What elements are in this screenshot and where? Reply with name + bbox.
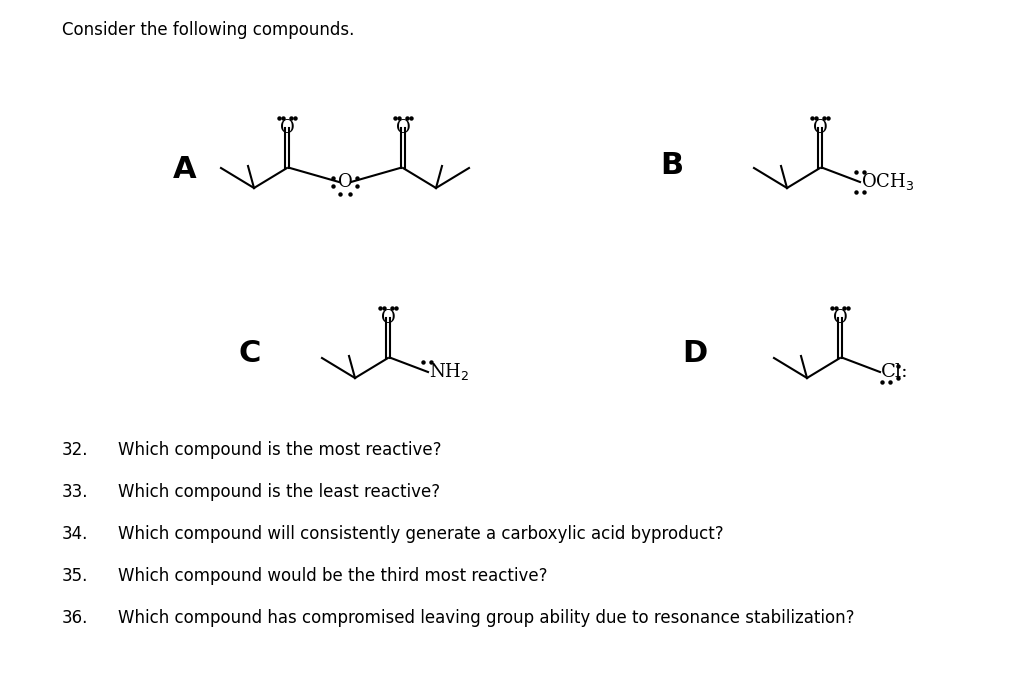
Text: 36.: 36. (62, 609, 88, 627)
Text: 35.: 35. (62, 567, 88, 585)
Text: Which compound has compromised leaving group ability due to resonance stabilizat: Which compound has compromised leaving g… (118, 609, 854, 627)
Text: O: O (338, 173, 352, 191)
Text: C: C (239, 338, 261, 367)
Text: O: O (395, 119, 411, 137)
Text: D: D (682, 338, 708, 367)
Text: Cl:: Cl: (881, 363, 908, 381)
Text: Which compound is the least reactive?: Which compound is the least reactive? (118, 483, 440, 501)
Text: O: O (833, 309, 848, 327)
Text: Which compound is the most reactive?: Which compound is the most reactive? (118, 441, 441, 459)
Text: B: B (660, 151, 684, 180)
Text: O: O (280, 119, 294, 137)
Text: Consider the following compounds.: Consider the following compounds. (62, 21, 354, 39)
Text: NH$_2$: NH$_2$ (429, 362, 469, 383)
Text: Which compound will consistently generate a carboxylic acid byproduct?: Which compound will consistently generat… (118, 525, 724, 543)
Text: O: O (813, 119, 827, 137)
Text: 32.: 32. (62, 441, 88, 459)
Text: Which compound would be the third most reactive?: Which compound would be the third most r… (118, 567, 548, 585)
Text: OCH$_3$: OCH$_3$ (861, 171, 914, 192)
Text: A: A (173, 155, 197, 184)
Text: 34.: 34. (62, 525, 88, 543)
Text: 33.: 33. (62, 483, 88, 501)
Text: O: O (381, 309, 395, 327)
